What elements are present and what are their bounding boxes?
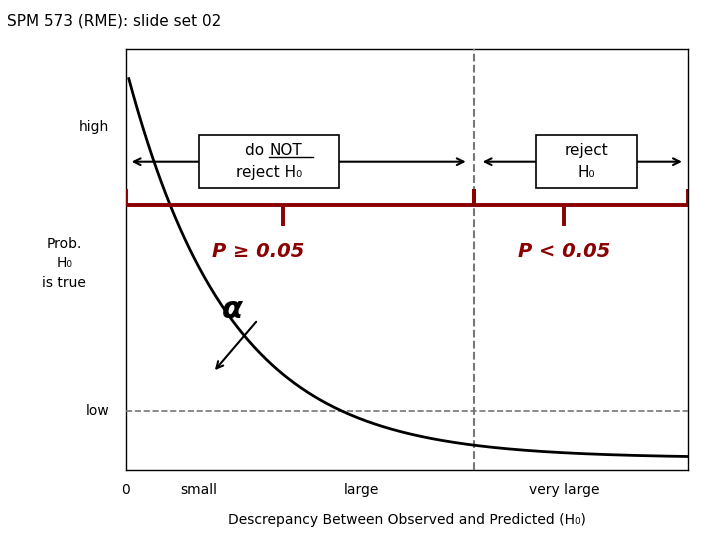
- Text: high: high: [79, 119, 109, 133]
- Text: Descrepancy Between Observed and Predicted (H₀): Descrepancy Between Observed and Predict…: [228, 512, 586, 526]
- Text: NOT: NOT: [269, 143, 302, 158]
- Text: low: low: [86, 404, 109, 418]
- Text: P < 0.05: P < 0.05: [518, 241, 610, 261]
- Text: very large: very large: [528, 483, 599, 497]
- FancyBboxPatch shape: [199, 136, 339, 188]
- Text: P ≥ 0.05: P ≥ 0.05: [212, 241, 305, 261]
- Text: large: large: [344, 483, 379, 497]
- Text: small: small: [181, 483, 217, 497]
- Text: reject H₀: reject H₀: [236, 165, 302, 180]
- Text: do: do: [246, 143, 269, 158]
- FancyBboxPatch shape: [536, 136, 637, 188]
- Text: 0: 0: [122, 483, 130, 497]
- Text: Prob.
H₀
is true: Prob. H₀ is true: [42, 237, 86, 289]
- Text: α: α: [222, 295, 243, 325]
- Text: H₀: H₀: [577, 165, 595, 180]
- Text: reject: reject: [564, 143, 608, 158]
- Text: SPM 573 (RME): slide set 02: SPM 573 (RME): slide set 02: [7, 14, 222, 29]
